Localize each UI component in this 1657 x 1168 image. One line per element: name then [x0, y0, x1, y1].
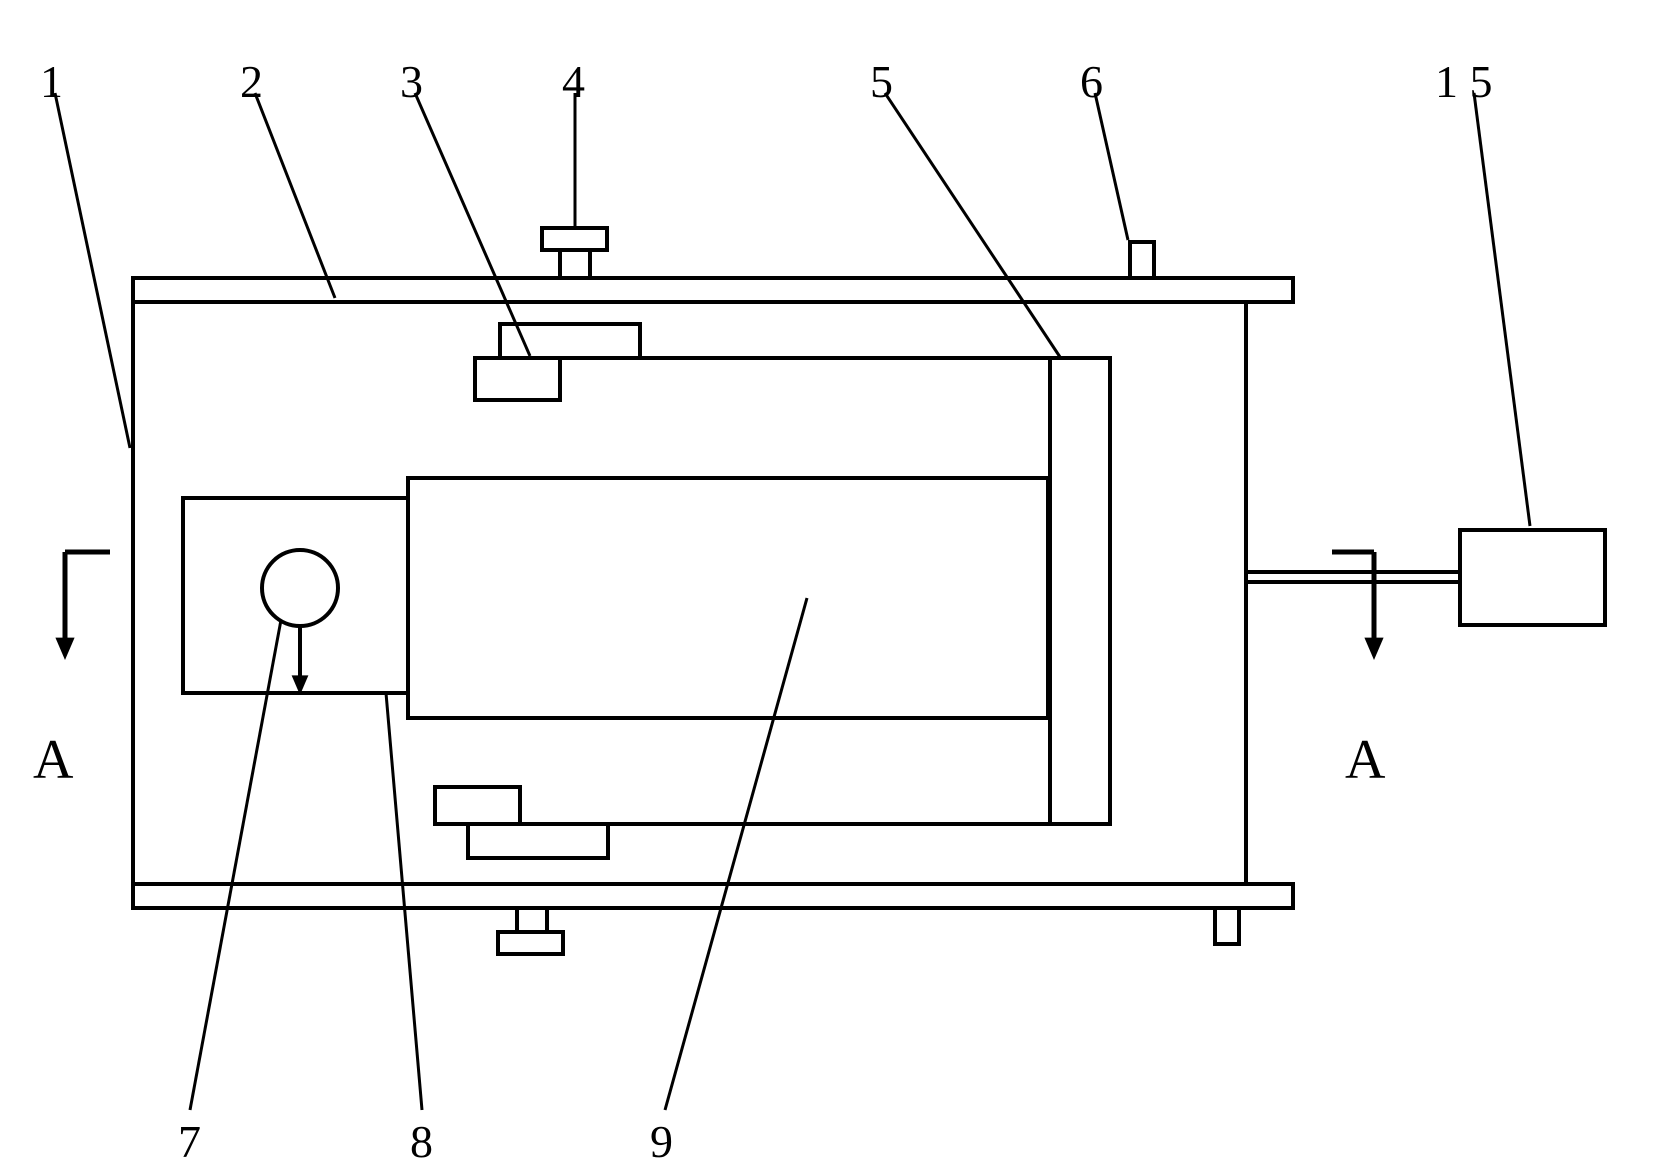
label-15: 1 5 [1435, 55, 1493, 108]
label-5: 5 [870, 55, 893, 108]
label-2: 2 [240, 55, 263, 108]
label-7: 7 [178, 1115, 201, 1168]
label-8: 8 [410, 1115, 433, 1168]
label-4: 4 [562, 55, 585, 108]
label-section-a-left: A [33, 728, 73, 792]
label-section-a-right: A [1345, 728, 1385, 792]
label-9: 9 [650, 1115, 673, 1168]
engineering-diagram [0, 0, 1657, 1163]
label-1: 1 [40, 55, 63, 108]
label-6: 6 [1080, 55, 1103, 108]
label-3: 3 [400, 55, 423, 108]
diagram-svg [0, 0, 1657, 1163]
